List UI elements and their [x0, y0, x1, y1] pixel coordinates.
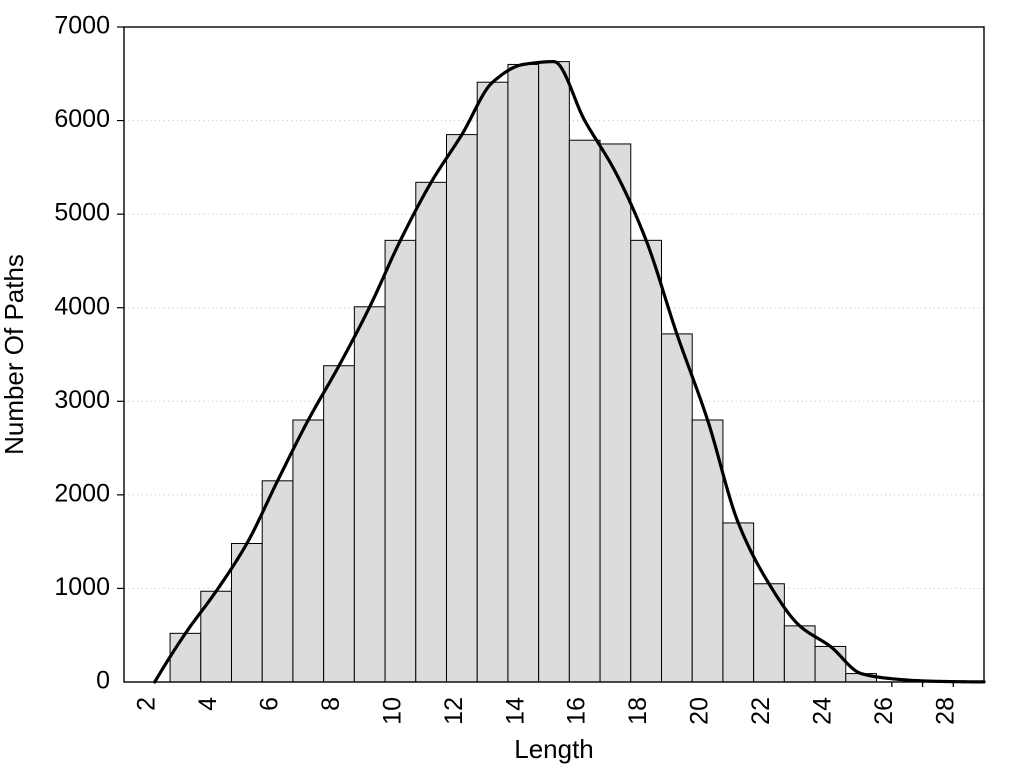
svg-text:2: 2	[133, 697, 161, 711]
svg-text:0: 0	[96, 667, 110, 695]
svg-text:6000: 6000	[54, 105, 110, 133]
svg-text:22: 22	[747, 697, 775, 725]
svg-text:10: 10	[378, 697, 406, 725]
svg-text:2000: 2000	[54, 479, 110, 507]
svg-text:28: 28	[931, 697, 959, 725]
svg-text:1000: 1000	[54, 573, 110, 601]
svg-text:6: 6	[256, 697, 284, 711]
svg-text:14: 14	[501, 697, 529, 725]
svg-text:4: 4	[194, 697, 222, 711]
svg-text:24: 24	[808, 697, 836, 725]
svg-text:8: 8	[317, 697, 345, 711]
svg-text:26: 26	[870, 697, 898, 725]
svg-text:7000: 7000	[54, 12, 110, 40]
svg-text:5000: 5000	[54, 199, 110, 227]
svg-text:12: 12	[440, 697, 468, 725]
svg-text:16: 16	[563, 697, 591, 725]
svg-text:Length: Length	[514, 734, 594, 764]
svg-text:3000: 3000	[54, 386, 110, 414]
svg-text:18: 18	[624, 697, 652, 725]
svg-text:4000: 4000	[54, 292, 110, 320]
svg-text:Number Of Paths: Number Of Paths	[0, 254, 29, 455]
svg-text:20: 20	[686, 697, 714, 725]
